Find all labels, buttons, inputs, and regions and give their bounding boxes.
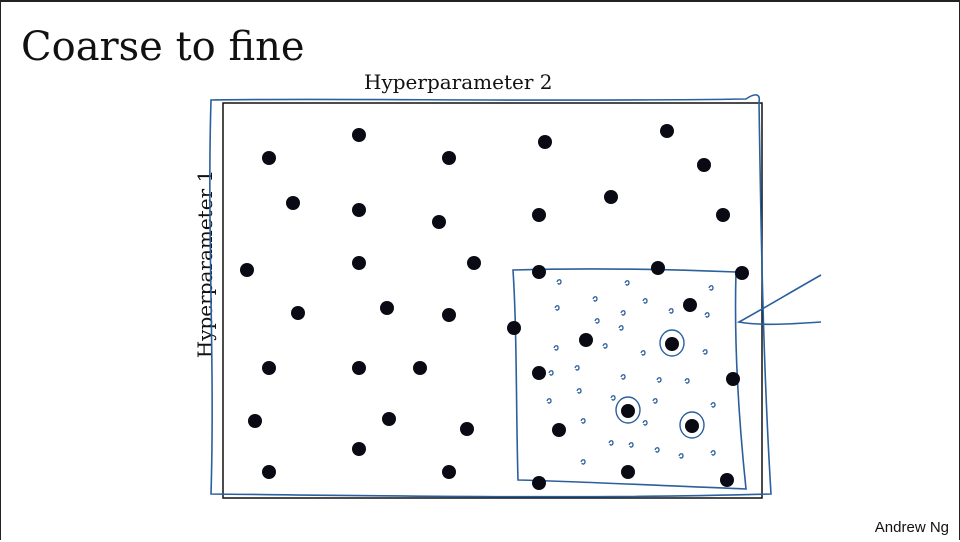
- sample-point-38: [621, 465, 635, 479]
- sample-point-10: [532, 208, 546, 222]
- sample-point-33: [552, 423, 566, 437]
- sample-point-22: [507, 321, 521, 335]
- sample-point-13: [240, 263, 254, 277]
- sample-point-7: [286, 196, 300, 210]
- fine-sample-mark-8: [618, 325, 624, 331]
- sample-point-19: [291, 306, 305, 320]
- slide-title: Coarse to fine: [21, 24, 305, 70]
- fine-sample-mark-27: [642, 420, 648, 426]
- sample-point-39: [720, 473, 734, 487]
- fine-sample-mark-30: [628, 442, 634, 448]
- fine-sample-mark-25: [710, 402, 716, 408]
- sample-point-36: [442, 465, 456, 479]
- sample-point-23: [579, 333, 593, 347]
- fine-sample-mark-32: [710, 450, 716, 456]
- fine-sample-mark-11: [704, 312, 710, 318]
- sample-point-24: [683, 298, 697, 312]
- fine-sample-mark-14: [640, 350, 646, 356]
- sample-point-17: [651, 261, 665, 275]
- best-point-3: [685, 419, 699, 433]
- sample-point-37: [532, 476, 546, 490]
- fine-sample-mark-2: [624, 280, 630, 286]
- sample-point-28: [532, 366, 546, 380]
- fine-sample-mark-13: [602, 343, 608, 349]
- sample-point-11: [604, 190, 618, 204]
- fine-sample-mark-31: [654, 447, 660, 453]
- fine-sample-mark-7: [594, 318, 600, 324]
- sample-point-3: [262, 151, 276, 165]
- sample-point-1: [352, 128, 366, 142]
- sample-point-18: [735, 266, 749, 280]
- search-space-box: [222, 102, 763, 499]
- sample-point-16: [532, 265, 546, 279]
- fine-sample-mark-18: [656, 377, 662, 383]
- coarse-sample-points: [240, 124, 749, 490]
- best-point-2: [621, 404, 635, 418]
- sample-point-20: [380, 301, 394, 315]
- fine-sample-mark-16: [574, 365, 580, 371]
- sample-point-6: [697, 158, 711, 172]
- fine-sample-mark-34: [678, 453, 684, 459]
- sample-point-5: [538, 135, 552, 149]
- best-point-1: [665, 337, 679, 351]
- sample-point-35: [262, 465, 276, 479]
- sample-point-31: [382, 412, 396, 426]
- fine-sample-mark-29: [608, 440, 614, 446]
- fine-sample-mark-17: [620, 374, 626, 380]
- sample-point-26: [352, 361, 366, 375]
- fine-sample-mark-5: [554, 305, 560, 311]
- sample-point-12: [716, 208, 730, 222]
- fine-sample-marks: [546, 279, 716, 465]
- best-point-ring-3: [679, 411, 705, 439]
- fine-sample-mark-15: [702, 349, 708, 355]
- fine-sample-mark-19: [684, 378, 690, 384]
- sample-point-14: [352, 256, 366, 270]
- sample-point-29: [726, 372, 740, 386]
- fine-sample-mark-4: [642, 298, 648, 304]
- fine-sample-mark-10: [668, 308, 674, 314]
- fine-sample-mark-26: [580, 418, 586, 424]
- x-axis-label: Hyperparameter 2: [364, 70, 553, 94]
- fine-sample-mark-1: [556, 279, 562, 285]
- fine-sample-mark-9: [708, 285, 714, 291]
- fine-search-region: [512, 268, 747, 490]
- author-credit: Andrew Ng: [874, 519, 949, 536]
- sample-point-21: [442, 308, 456, 322]
- best-point-ring-1: [659, 329, 685, 357]
- fine-sample-mark-21: [576, 388, 582, 394]
- sample-point-30: [248, 414, 262, 428]
- fine-sample-mark-3: [592, 296, 598, 302]
- sample-point-2: [660, 124, 674, 138]
- sample-point-25: [262, 361, 276, 375]
- fine-sample-mark-20: [548, 370, 554, 376]
- sample-point-8: [352, 203, 366, 217]
- sample-point-4: [442, 151, 456, 165]
- fine-sample-mark-23: [610, 395, 616, 401]
- sample-point-9: [432, 215, 446, 229]
- fine-sample-mark-33: [580, 459, 586, 465]
- fine-sample-mark-24: [652, 398, 658, 404]
- outer-hand-drawn-outline: [209, 94, 772, 498]
- best-point-ring-2: [615, 396, 641, 424]
- fine-sample-mark-12: [553, 345, 559, 351]
- fine-region-arrow: [736, 274, 822, 326]
- sample-point-15: [467, 256, 481, 270]
- sample-point-27: [413, 361, 427, 375]
- fine-sample-mark-22: [546, 398, 552, 404]
- best-sample-points: [615, 329, 705, 439]
- fine-sample-mark-6: [620, 310, 626, 316]
- sample-point-32: [460, 422, 474, 436]
- sample-point-34: [352, 442, 366, 456]
